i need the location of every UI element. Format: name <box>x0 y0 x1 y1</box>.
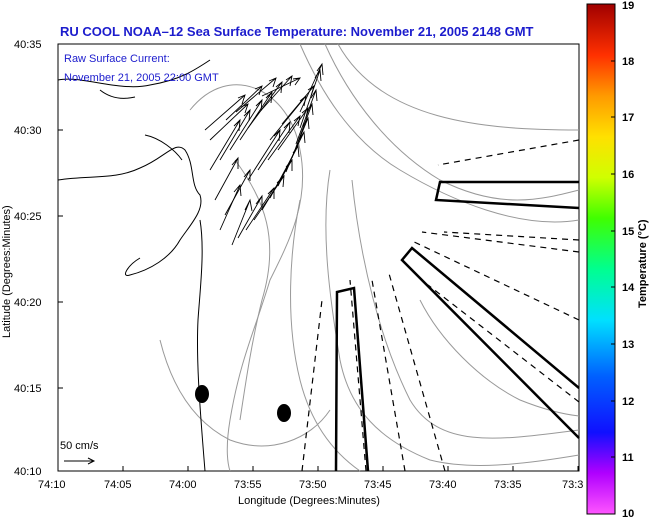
colorbar-tick-label: 15 <box>622 226 634 238</box>
radial-transect-lines <box>301 139 580 472</box>
x-tick-label: 74:10 <box>38 479 66 491</box>
x-tick-label: 73:3 <box>562 479 583 491</box>
annotation-line1: Raw Surface Current: <box>64 53 170 65</box>
y-axis-title: Latitude (Degrees:Minutes) <box>1 205 13 338</box>
y-tick-label: 40:25 <box>14 211 42 223</box>
scale-label: 50 cm/s <box>60 440 99 452</box>
y-tick-label: 40:10 <box>14 466 42 478</box>
buoy-marker-icon <box>195 385 209 403</box>
colorbar-tick-label: 19 <box>622 0 634 12</box>
colorbar-tick-label: 13 <box>622 339 634 351</box>
buoy-markers <box>195 385 291 422</box>
x-axis-labels: 74:10 74:05 74:00 73:55 73:50 73:45 73:4… <box>38 479 583 491</box>
colorbar-labels: 19 18 17 16 15 14 13 12 11 10 <box>622 0 635 519</box>
y-axis-ticks <box>58 43 63 472</box>
colorbar-title: Temperature (°C) <box>637 219 649 308</box>
y-tick-label: 40:30 <box>14 125 42 137</box>
colorbar-tick-label: 17 <box>622 112 634 124</box>
x-tick-label: 73:40 <box>429 479 457 491</box>
scale-arrow <box>64 457 96 465</box>
y-tick-label: 40:35 <box>14 39 42 51</box>
colorbar-tick-label: 16 <box>622 169 634 181</box>
x-tick-label: 73:50 <box>299 479 327 491</box>
x-tick-label: 73:45 <box>364 479 392 491</box>
y-axis-labels: 40:35 40:30 40:25 40:20 40:15 40:10 <box>14 39 42 478</box>
x-tick-label: 73:55 <box>234 479 262 491</box>
x-axis-title: Longitude (Degrees:Minutes) <box>238 495 380 507</box>
colorbar-tick-label: 10 <box>622 508 634 519</box>
colorbar-ticks <box>611 3 615 515</box>
bathymetry-contours <box>159 43 580 472</box>
colorbar-tick-label: 12 <box>622 396 634 408</box>
x-axis-ticks <box>57 466 579 471</box>
coastline <box>57 59 211 472</box>
colorbar <box>586 3 616 515</box>
colorbar-tick-label: 14 <box>622 282 635 294</box>
x-tick-label: 74:05 <box>104 479 132 491</box>
buoy-marker-icon <box>277 404 291 422</box>
x-tick-label: 74:00 <box>169 479 197 491</box>
colorbar-tick-label: 11 <box>622 452 634 464</box>
plot-frame <box>57 43 580 472</box>
surface-current-vectors <box>204 62 324 246</box>
x-tick-label: 73:35 <box>494 479 522 491</box>
transect-boxes <box>334 180 580 472</box>
map-title: RU COOL NOAA–12 Sea Surface Temperature:… <box>60 24 534 39</box>
annotation-line2: November 21, 2005 22:00 GMT <box>64 72 219 84</box>
y-tick-label: 40:20 <box>14 297 42 309</box>
y-tick-label: 40:15 <box>14 383 42 395</box>
colorbar-tick-label: 18 <box>622 56 634 68</box>
